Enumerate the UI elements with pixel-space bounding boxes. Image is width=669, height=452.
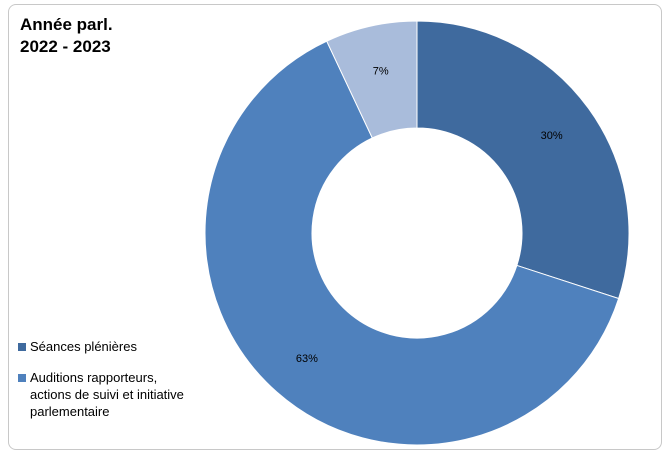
data-label-auditions: 63% [296,353,318,365]
data-label-other: 7% [373,66,389,78]
chart-title: Année parl. 2022 - 2023 [20,15,113,56]
legend-swatch-auditions [18,374,26,382]
chart-legend: Séances plénières Auditions rapporteurs,… [18,338,258,434]
legend-swatch-seances [18,343,26,351]
legend-item-auditions: Auditions rapporteurs, actions de suivi … [18,369,258,420]
legend-item-seances: Séances plénières [18,338,258,355]
data-label-seances: 30% [541,130,563,142]
legend-label-auditions: Auditions rapporteurs, actions de suivi … [30,370,184,419]
slice-other [326,20,418,139]
slice-auditions [204,40,620,446]
slice-seances [416,20,630,300]
legend-label-seances: Séances plénières [30,339,137,354]
